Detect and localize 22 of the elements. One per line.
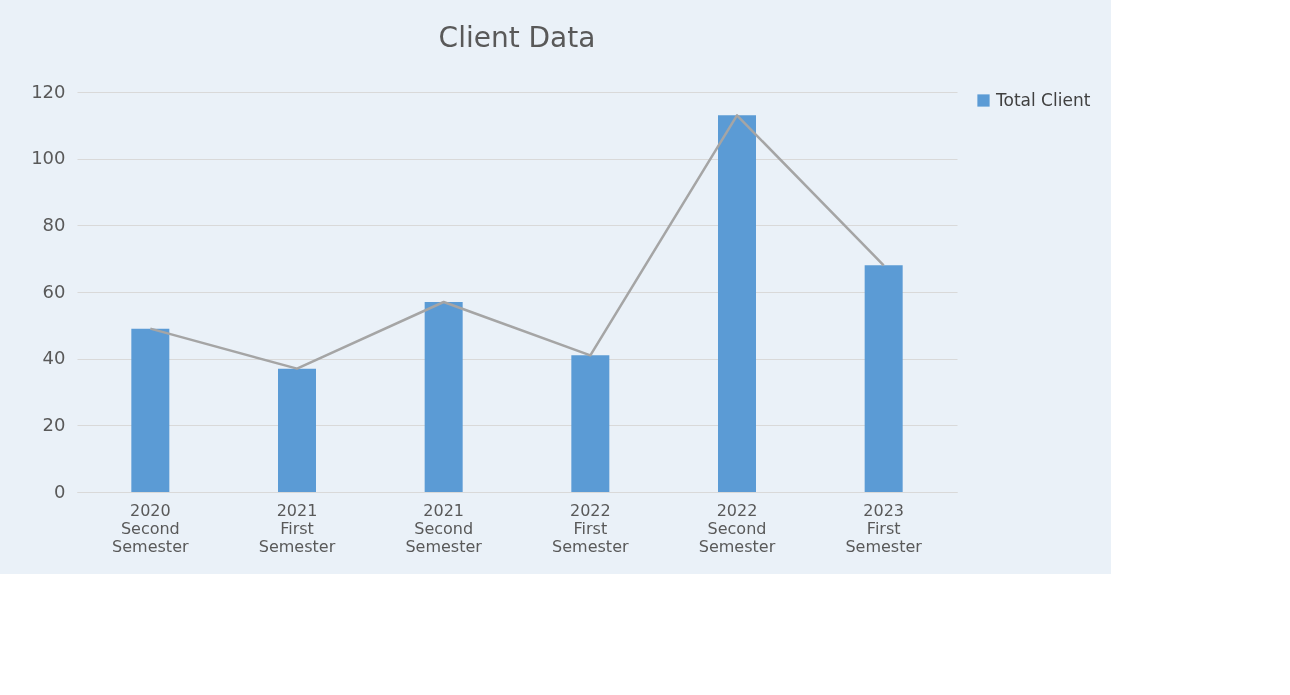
x-tick-label: 2020 Second Semester [112,500,189,556]
bar [424,302,463,492]
line-series [149,114,885,370]
y-tick-label: 120 [31,80,66,102]
bar [864,265,903,492]
x-tick-label: 2023 First Semester [845,500,923,556]
y-tick-label: 0 [54,480,66,502]
bar [131,328,170,492]
y-tick-label: 80 [42,213,66,235]
y-tick-label: 40 [42,347,66,369]
bar [571,355,610,492]
y-tick-label: 100 [31,147,66,169]
bar [278,368,316,492]
x-tick-label: 2021 Second Semester [405,500,483,556]
x-tick-label: 2022 First Semester [552,500,629,556]
x-tick-label: 2022 Second Semester [698,500,776,556]
y-tick-label: 20 [42,413,66,435]
chart-title: Client Data [438,21,596,54]
bar [718,115,756,492]
y-tick-label: 60 [42,280,66,302]
legend-label: Total Client [995,89,1091,110]
x-tick-label: 2021 First Semester [258,500,336,556]
